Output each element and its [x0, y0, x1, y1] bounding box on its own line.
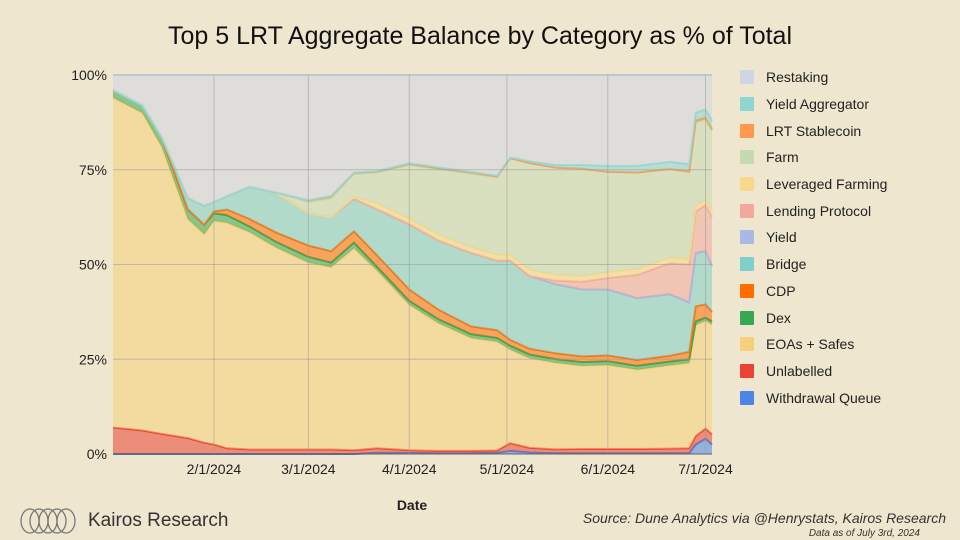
legend-label: Yield	[766, 229, 797, 246]
y-tick-label: 25%	[79, 351, 107, 367]
kairos-logo-icon	[20, 508, 76, 534]
x-tick-label: 2/1/2024	[187, 461, 242, 477]
legend-swatch	[740, 230, 754, 245]
brand-name: Kairos Research	[88, 510, 229, 531]
stacked-areas	[112, 74, 713, 455]
legend-label: CDP	[766, 282, 796, 299]
y-tick-label: 100%	[71, 67, 107, 83]
legend-label: Dex	[766, 309, 791, 326]
legend-item-cdp: CDP	[740, 278, 887, 305]
legend-swatch	[740, 257, 754, 272]
legend-item-lending-protocol: Lending Protocol	[740, 197, 887, 224]
x-tick-label: 7/1/2024	[678, 461, 733, 477]
legend-item-withdrawal-queue: Withdrawal Queue	[740, 384, 887, 411]
legend-item-lrt-stablecoin: LRT Stablecoin	[740, 117, 887, 144]
x-axis-label: Date	[397, 497, 428, 513]
legend-label: Unlabelled	[766, 362, 833, 379]
legend-swatch	[740, 97, 754, 112]
legend-item-restaking: Restaking	[740, 64, 887, 91]
legend-item-leveraged-farming: Leveraged Farming	[740, 171, 887, 198]
legend-label: Farm	[766, 149, 799, 166]
grid-lines	[113, 74, 712, 455]
legend-item-bridge: Bridge	[740, 251, 887, 278]
legend-swatch	[740, 150, 754, 165]
x-tick-label: 6/1/2024	[581, 461, 636, 477]
y-tick-label: 0%	[87, 446, 107, 462]
legend-swatch	[740, 310, 754, 325]
area-unlabelled	[113, 427, 712, 454]
legend-swatch	[740, 123, 754, 138]
area-lending-protocol	[113, 90, 712, 303]
area-eoas-safes	[113, 97, 712, 451]
y-tick-label: 75%	[79, 162, 107, 178]
legend-label: LRT Stablecoin	[766, 122, 862, 139]
x-tick-label: 5/1/2024	[480, 461, 535, 477]
legend-item-farm: Farm	[740, 144, 887, 171]
legend-item-eoas-safes: EOAs + Safes	[740, 331, 887, 358]
area-restaking	[113, 75, 712, 206]
x-tick-label: 4/1/2024	[382, 461, 437, 477]
legend-label: Yield Aggregator	[766, 96, 869, 113]
area-bridge	[113, 90, 712, 360]
legend-item-yield: Yield	[740, 224, 887, 251]
legend-item-dex: Dex	[740, 304, 887, 331]
legend-swatch	[740, 363, 754, 378]
legend-label: Restaking	[766, 69, 829, 86]
source-note: Source: Dune Analytics via @Henrystats, …	[582, 510, 946, 526]
legend-swatch	[740, 283, 754, 298]
legend-swatch	[740, 203, 754, 218]
data-as-of-note: Data as of July 3rd, 2024	[808, 528, 920, 539]
x-tick-label: 3/1/2024	[281, 461, 336, 477]
chart-legend: Restaking Yield Aggregator LRT Stablecoin F…	[740, 64, 887, 411]
legend-label: Leveraged Farming	[766, 176, 888, 193]
legend-label: Bridge	[766, 256, 807, 273]
area-farm	[113, 90, 712, 276]
legend-swatch	[740, 177, 754, 192]
legend-label: EOAs + Safes	[766, 336, 855, 353]
legend-swatch	[740, 390, 754, 405]
legend-item-yield-aggregator: Yield Aggregator	[740, 91, 887, 118]
y-axis-ticks: 0% 25% 50% 75% 100%	[71, 67, 107, 462]
y-tick-label: 50%	[79, 257, 107, 273]
legend-label: Lending Protocol	[766, 202, 872, 219]
chart-title: Top 5 LRT Aggregate Balance by Category …	[167, 22, 792, 50]
legend-swatch	[740, 70, 754, 85]
brand-block: Kairos Research	[18, 505, 228, 537]
legend-label: Withdrawal Queue	[766, 389, 882, 406]
legend-item-unlabelled: Unlabelled	[740, 358, 887, 385]
x-axis-ticks: 2/1/2024 3/1/2024 4/1/2024 5/1/2024 6/1/2024…	[187, 461, 733, 477]
legend-swatch	[740, 337, 754, 352]
